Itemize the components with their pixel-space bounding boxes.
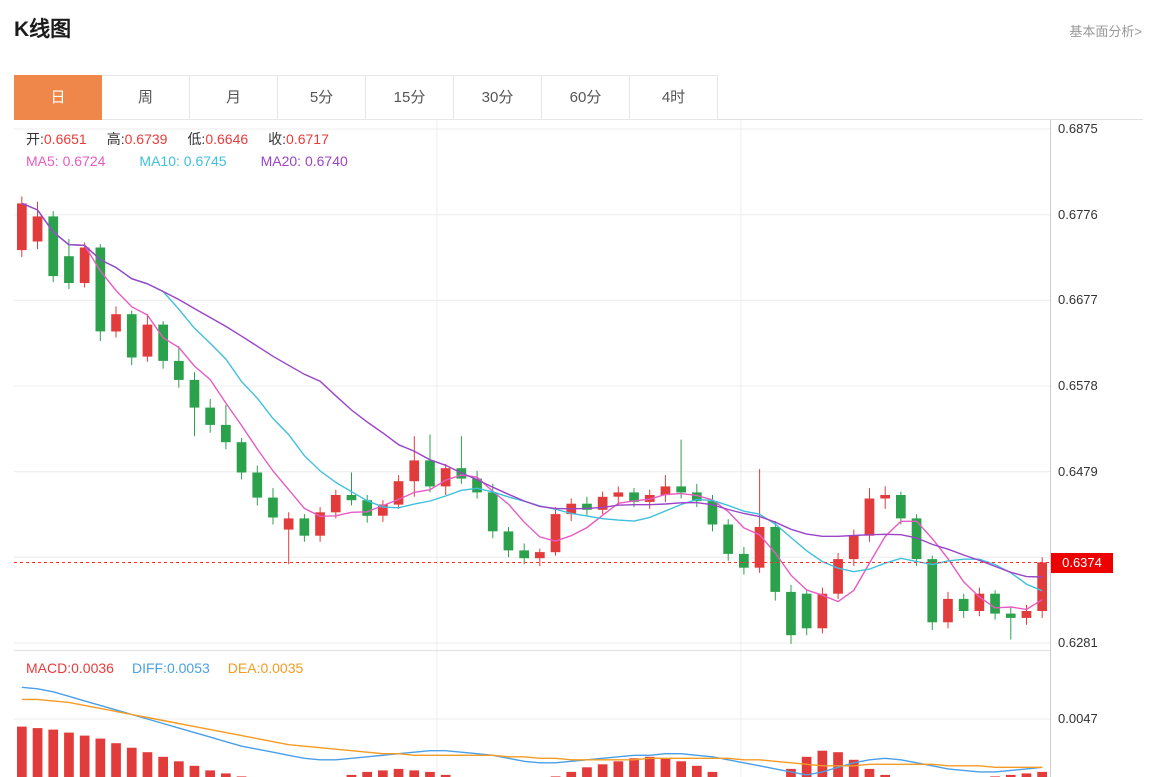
ma5-item: MA5: 0.6724 bbox=[26, 153, 105, 169]
diff-label: DIFF: bbox=[131, 660, 167, 676]
tab-60分[interactable]: 60分 bbox=[542, 75, 630, 120]
diff-value: 0.0053 bbox=[166, 660, 210, 676]
diff-item: DIFF:0.0053 bbox=[132, 660, 210, 676]
tab-15分[interactable]: 15分 bbox=[366, 75, 454, 120]
low-item: 低:0.6646 bbox=[187, 129, 248, 149]
y-axis-line bbox=[1050, 120, 1051, 777]
ohlc-legend: 开:0.6651 高:0.6739 低:0.6646 收:0.6717 bbox=[26, 129, 329, 149]
open-item: 开:0.6651 bbox=[26, 129, 87, 149]
tab-5分[interactable]: 5分 bbox=[278, 75, 366, 120]
low-value: 0.6646 bbox=[205, 131, 249, 147]
page-title: K线图 bbox=[14, 18, 72, 41]
ma10-value: 0.6745 bbox=[183, 153, 227, 169]
tab-周[interactable]: 周 bbox=[102, 75, 190, 120]
ma10-item: MA10: 0.6745 bbox=[139, 153, 226, 169]
close-item: 收:0.6717 bbox=[268, 129, 329, 149]
ma20-label: MA20: bbox=[260, 153, 302, 169]
close-label: 收: bbox=[268, 131, 287, 147]
high-value: 0.6739 bbox=[124, 131, 168, 147]
dea-item: DEA:0.0035 bbox=[228, 660, 304, 676]
tab-30分[interactable]: 30分 bbox=[454, 75, 542, 120]
high-item: 高:0.6739 bbox=[107, 129, 168, 149]
macd-axis-label: 0.0047 bbox=[1058, 711, 1098, 726]
fundamental-analysis-link[interactable]: 基本面分析> bbox=[1069, 24, 1142, 39]
macd-item: MACD:0.0036 bbox=[26, 660, 114, 676]
high-label: 高: bbox=[106, 131, 125, 147]
y-axis-label: 0.6776 bbox=[1058, 206, 1098, 222]
y-axis-label: 0.6578 bbox=[1058, 378, 1098, 393]
y-axis-label: 0.6875 bbox=[1058, 121, 1098, 136]
y-axis-label: 0.6281 bbox=[1058, 635, 1098, 650]
open-value: 0.6651 bbox=[43, 131, 87, 147]
macd-legend: MACD:0.0036 DIFF:0.0053 DEA:0.0035 bbox=[26, 660, 303, 676]
ma5-label: MA5: bbox=[26, 153, 59, 169]
period-tabbar: 日周月 5分 15分 30分 60分 4时 bbox=[14, 75, 1143, 120]
ma5-value: 0.6724 bbox=[62, 153, 106, 169]
price-chart[interactable] bbox=[14, 120, 1050, 650]
tab-4时[interactable]: 4时 bbox=[630, 75, 718, 120]
ma20-value: 0.6740 bbox=[304, 153, 348, 169]
panel-divider bbox=[14, 650, 1050, 651]
tab-日[interactable]: 日 bbox=[14, 75, 102, 120]
ma20-item: MA20: 0.6740 bbox=[261, 153, 348, 169]
close-value: 0.6717 bbox=[286, 131, 329, 147]
y-axis-label: 0.6677 bbox=[1058, 292, 1098, 308]
macd-label: MACD: bbox=[26, 660, 72, 676]
ma10-label: MA10: bbox=[139, 153, 180, 169]
low-label: 低: bbox=[187, 131, 206, 147]
y-axis-label: 0.6479 bbox=[1058, 463, 1098, 479]
tab-月[interactable]: 月 bbox=[190, 75, 278, 120]
dea-label: DEA: bbox=[227, 660, 261, 676]
last-price-badge: 0.6374 bbox=[1051, 552, 1113, 573]
macd-value: 0.0036 bbox=[71, 660, 114, 676]
ma-legend: MA5: 0.6724 MA10: 0.6745 MA20: 0.6740 bbox=[26, 153, 348, 169]
macd-chart[interactable] bbox=[14, 651, 1050, 777]
open-label: 开: bbox=[26, 131, 44, 147]
dea-value: 0.0035 bbox=[260, 660, 304, 676]
